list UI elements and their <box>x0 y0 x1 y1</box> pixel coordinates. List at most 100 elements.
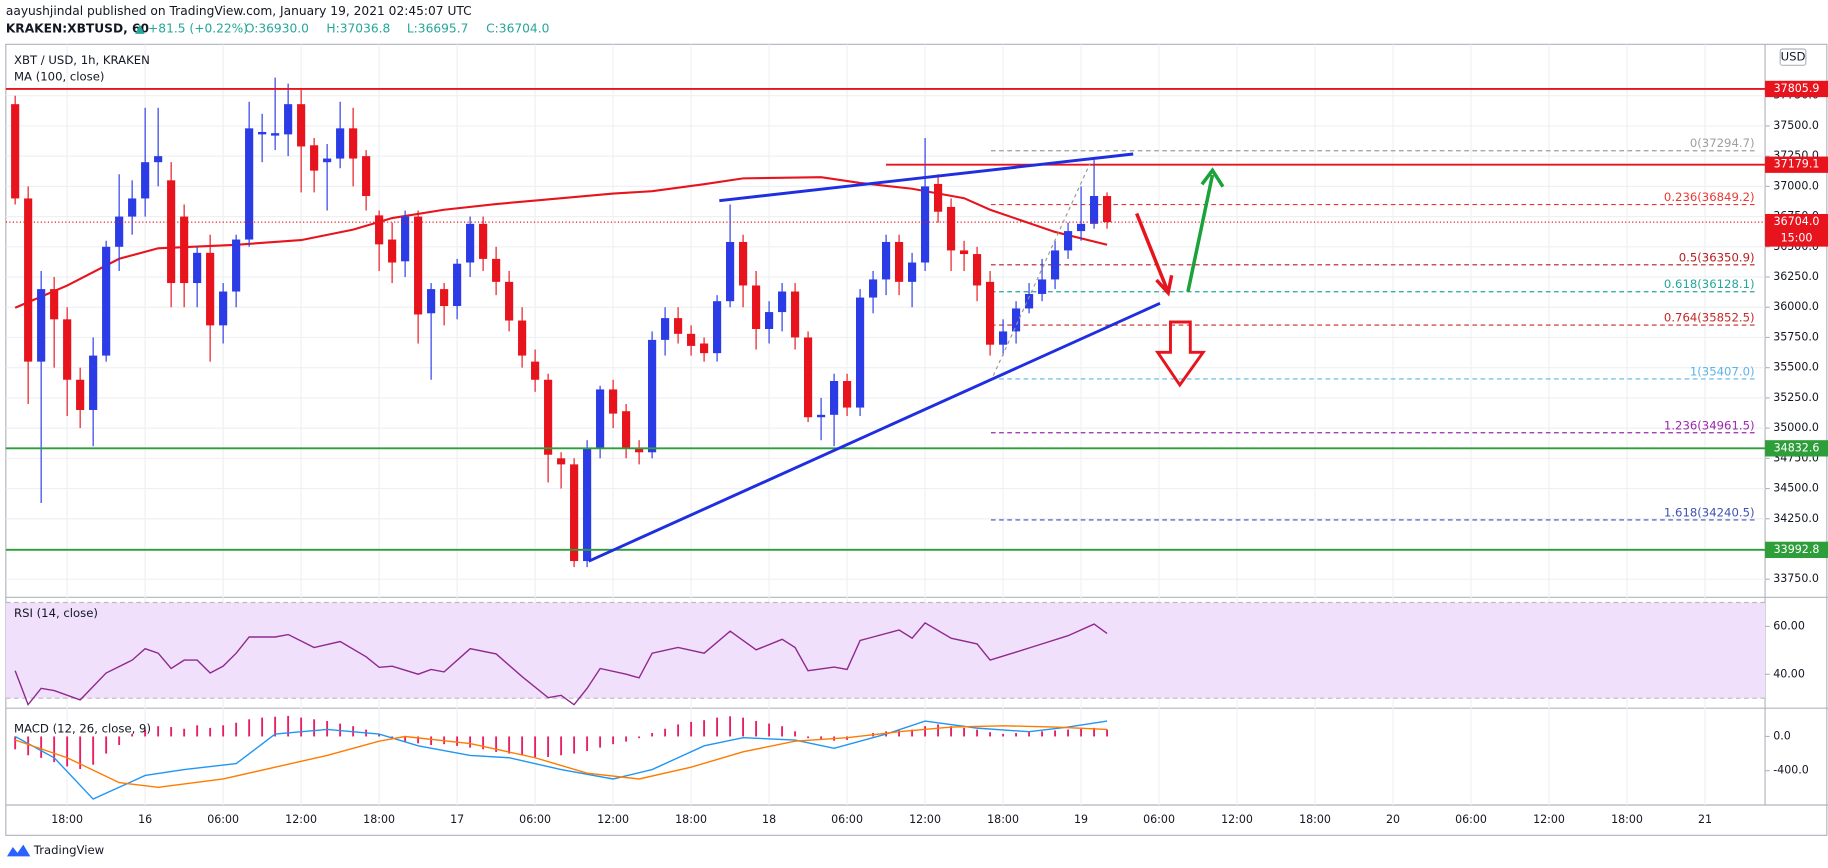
candle-body <box>232 239 241 292</box>
candle-body <box>11 104 20 199</box>
macd-histogram-bar <box>157 726 160 737</box>
candle-body <box>972 254 982 286</box>
candle-body <box>1063 231 1073 251</box>
countdown: 15:00 <box>1781 231 1813 244</box>
candle-body <box>440 289 449 307</box>
level-badge <box>1765 156 1828 173</box>
level-label: 37179.1 <box>1774 158 1820 171</box>
candle-body <box>596 389 605 449</box>
macd-histogram-bar <box>664 728 667 737</box>
candle-body <box>1076 223 1086 232</box>
x-tick-label: 18:00 <box>1299 813 1331 826</box>
candle-body <box>583 448 592 562</box>
candle-body <box>570 464 579 562</box>
macd-histogram-bar <box>1093 727 1095 737</box>
fib-label: 0.5(36350.9) <box>1679 250 1755 264</box>
close-value: C:36704.0 <box>486 22 549 36</box>
macd-histogram-bar <box>651 733 654 737</box>
candle-body <box>206 252 215 326</box>
candle-body <box>388 239 397 263</box>
macd-histogram-bar <box>222 725 225 737</box>
bullish-arrow <box>1186 167 1225 293</box>
candle-body <box>544 379 553 455</box>
macd-histogram-bar <box>482 736 485 750</box>
rsi-title: RSI (14, close) <box>14 606 98 620</box>
macd-histogram-bar <box>40 736 43 758</box>
macd-histogram-bar <box>690 721 693 737</box>
y-tick-label: 35000.0 <box>1773 421 1819 434</box>
candle-body <box>219 291 228 326</box>
symbol: KRAKEN:XBTUSD, 60 <box>6 22 149 36</box>
candle-body <box>50 289 59 320</box>
macd-histogram-bar <box>638 736 641 739</box>
trendline <box>588 302 1161 563</box>
ma-label: MA (100, close) <box>14 69 104 83</box>
macd-histogram-bar <box>1015 733 1017 737</box>
fib-label: 1.618(34240.5) <box>1664 505 1755 519</box>
footer-brand: TradingView <box>33 843 105 857</box>
candle-body <box>791 291 800 338</box>
macd-histogram-bar <box>27 736 30 756</box>
candle-body <box>1102 196 1112 223</box>
candle-body <box>648 339 657 453</box>
x-tick-label: 12:00 <box>285 813 317 826</box>
macd-histogram-bar <box>404 736 407 742</box>
candle-body <box>752 285 761 329</box>
macd-histogram-bar <box>703 720 706 737</box>
macd-histogram-bar <box>508 736 511 754</box>
last-price-label: 36704.0 <box>1774 215 1820 228</box>
macd-histogram-bar <box>79 736 82 770</box>
x-tick-label: 19 <box>1074 813 1088 826</box>
candle-body <box>349 128 358 159</box>
fib-label: 0.618(36128.1) <box>1664 277 1755 291</box>
macd-histogram-bar <box>911 729 914 737</box>
macd-histogram-bar <box>547 736 550 758</box>
candle-body <box>726 241 735 302</box>
x-tick-label: 06:00 <box>831 813 863 826</box>
candle-body <box>362 156 371 197</box>
macd-histogram-bar <box>456 736 459 746</box>
candle-body <box>479 223 488 259</box>
candle-body <box>920 186 930 263</box>
macd-histogram-bar <box>1041 731 1043 737</box>
candle-body <box>1011 308 1021 332</box>
macd-histogram-bar <box>170 727 173 737</box>
candle-body <box>115 216 124 247</box>
up-triangle <box>135 24 145 34</box>
trendline <box>719 152 1134 203</box>
macd-histogram-bar <box>144 729 147 737</box>
candle-body <box>946 206 956 251</box>
macd-histogram-bar <box>300 717 303 737</box>
level-label: 33992.8 <box>1774 543 1820 556</box>
macd-histogram-bar <box>599 736 602 748</box>
macd-histogram-bar <box>209 727 212 737</box>
candle-body <box>635 448 644 453</box>
macd-histogram-bar <box>417 736 420 744</box>
candle-body <box>258 131 267 135</box>
macd-histogram-bar <box>612 736 615 745</box>
macd-histogram-bar <box>729 716 732 737</box>
x-tick-label: 21 <box>1698 813 1712 826</box>
macd-histogram-bar <box>248 719 251 737</box>
candle-body <box>245 128 254 240</box>
x-tick-label: 06:00 <box>207 813 239 826</box>
macd-histogram-bar <box>768 723 771 737</box>
candle-body <box>817 414 826 418</box>
macd-histogram-bar <box>794 731 797 737</box>
candle-body <box>102 246 111 356</box>
fib-label: 1.236(34961.5) <box>1664 418 1755 432</box>
candle-body <box>687 333 696 346</box>
candle-body <box>466 223 475 263</box>
macd-histogram-bar <box>274 716 277 737</box>
level-label: 34832.6 <box>1774 441 1820 454</box>
change: +81.5 (+0.22%) <box>148 22 248 36</box>
candle-body <box>336 128 345 159</box>
y-tick-label: 60.00 <box>1773 619 1805 632</box>
x-tick-label: 18:00 <box>363 813 395 826</box>
x-tick-label: 12:00 <box>1533 813 1565 826</box>
currency-box[interactable] <box>1779 48 1807 66</box>
macd-histogram-bar <box>196 725 199 737</box>
fib-label: 0.764(35852.5) <box>1664 311 1755 325</box>
